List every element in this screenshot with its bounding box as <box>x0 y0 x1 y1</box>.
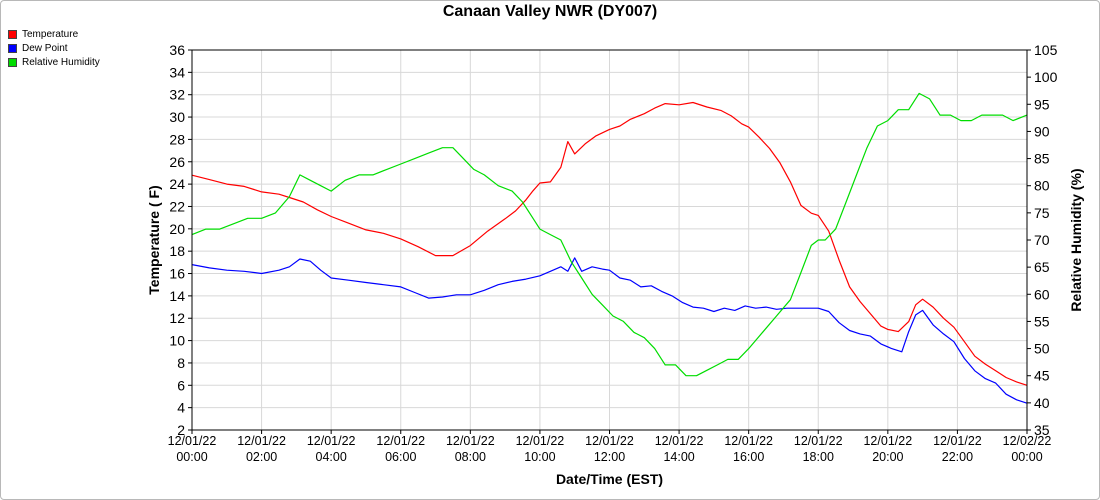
x-tick-label-time: 18:00 <box>803 450 834 464</box>
x-tick-label-time: 10:00 <box>524 450 555 464</box>
x-tick-label-date: 12/01/22 <box>446 434 495 448</box>
y-left-tick-label: 30 <box>169 109 185 125</box>
y-left-tick-label: 10 <box>169 333 185 349</box>
legend-item-relative-humidity: Relative Humidity <box>8 55 100 69</box>
y-right-tick-label: 100 <box>1034 69 1058 85</box>
x-tick-label-date: 12/01/22 <box>933 434 982 448</box>
y-right-tick-label: 75 <box>1034 205 1050 221</box>
y-left-tick-label: 2 <box>177 422 185 438</box>
x-tick-label-date: 12/01/22 <box>237 434 286 448</box>
x-tick-label-date: 12/01/22 <box>655 434 704 448</box>
y-left-tick-label: 18 <box>169 243 185 259</box>
y-right-tick-label: 55 <box>1034 313 1050 329</box>
x-tick-label-time: 14:00 <box>663 450 694 464</box>
legend-swatch-temperature <box>8 29 17 39</box>
x-tick-label-date: 12/02/22 <box>1003 434 1052 448</box>
y-right-tick-label: 65 <box>1034 259 1050 275</box>
y-right-tick-label: 45 <box>1034 368 1050 384</box>
chart-title: Canaan Valley NWR (DY007) <box>442 3 658 20</box>
x-tick-label-time: 16:00 <box>733 450 764 464</box>
x-tick-label-date: 12/01/22 <box>585 434 634 448</box>
x-tick-label-time: 02:00 <box>246 450 277 464</box>
x-tick-label-date: 12/01/22 <box>794 434 843 448</box>
y-left-tick-label: 36 <box>169 42 185 58</box>
x-tick-label-date: 12/01/22 <box>724 434 773 448</box>
x-axis-label: Date/Time (EST) <box>556 471 663 487</box>
y-right-tick-label: 80 <box>1034 178 1050 194</box>
series-line-temperature <box>191 101 1028 386</box>
y-right-tick-label: 105 <box>1034 42 1058 58</box>
y-left-tick-label: 8 <box>177 355 185 371</box>
legend: Temperature Dew Point Relative Humidity <box>8 27 100 69</box>
y-left-tick-label: 4 <box>177 400 185 416</box>
x-tick-label-time: 06:00 <box>385 450 416 464</box>
y-left-tick-label: 32 <box>169 87 185 103</box>
series-lines <box>191 92 1028 404</box>
y-right-tick-label: 85 <box>1034 151 1050 167</box>
legend-swatch-relative-humidity <box>8 57 17 67</box>
x-tick-label-time: 12:00 <box>594 450 625 464</box>
y-left-tick-label: 24 <box>169 176 185 192</box>
legend-item-temperature: Temperature <box>8 27 100 41</box>
y-left-tick-label: 6 <box>177 377 185 393</box>
x-tick-label-date: 12/01/22 <box>863 434 912 448</box>
x-tick-label-time: 08:00 <box>455 450 486 464</box>
y-right-tick-label: 70 <box>1034 232 1050 248</box>
y-axis-right-label: Relative Humidity (%) <box>1068 168 1084 311</box>
y-left-tick-label: 22 <box>169 198 185 214</box>
y-axis-left-label: Temperature ( F) <box>146 185 162 294</box>
legend-label-relative-humidity: Relative Humidity <box>22 56 100 68</box>
x-tick-label-time: 00:00 <box>1011 450 1042 464</box>
grid-lines <box>191 49 1028 431</box>
legend-item-dew-point: Dew Point <box>8 41 100 55</box>
x-tick-label-time: 22:00 <box>942 450 973 464</box>
y-right-tick-label: 35 <box>1034 422 1050 438</box>
y-right-tick-label: 40 <box>1034 395 1050 411</box>
x-tick-label-date: 12/01/22 <box>307 434 356 448</box>
y-left-tick-label: 12 <box>169 310 185 326</box>
series-line-relative-humidity <box>191 92 1028 377</box>
axes: 2468101214161820222426283032343635404550… <box>168 42 1058 464</box>
y-right-tick-label: 50 <box>1034 341 1050 357</box>
legend-swatch-dew-point <box>8 43 17 53</box>
x-tick-label-time: 20:00 <box>872 450 903 464</box>
y-left-tick-label: 16 <box>169 266 185 282</box>
x-tick-label-time: 04:00 <box>316 450 347 464</box>
legend-label-dew-point: Dew Point <box>22 42 68 54</box>
y-left-tick-label: 20 <box>169 221 185 237</box>
legend-label-temperature: Temperature <box>22 28 79 40</box>
series-line-dew-point <box>191 257 1028 404</box>
y-left-tick-label: 34 <box>169 64 185 80</box>
x-tick-label-time: 00:00 <box>176 450 207 464</box>
y-right-tick-label: 90 <box>1034 123 1050 139</box>
y-right-tick-label: 60 <box>1034 286 1050 302</box>
y-right-tick-label: 95 <box>1034 96 1050 112</box>
x-tick-label-date: 12/01/22 <box>376 434 425 448</box>
y-left-tick-label: 14 <box>169 288 185 304</box>
x-tick-label-date: 12/01/22 <box>168 434 217 448</box>
y-left-tick-label: 26 <box>169 154 185 170</box>
y-left-tick-label: 28 <box>169 131 185 147</box>
x-tick-label-date: 12/01/22 <box>516 434 565 448</box>
